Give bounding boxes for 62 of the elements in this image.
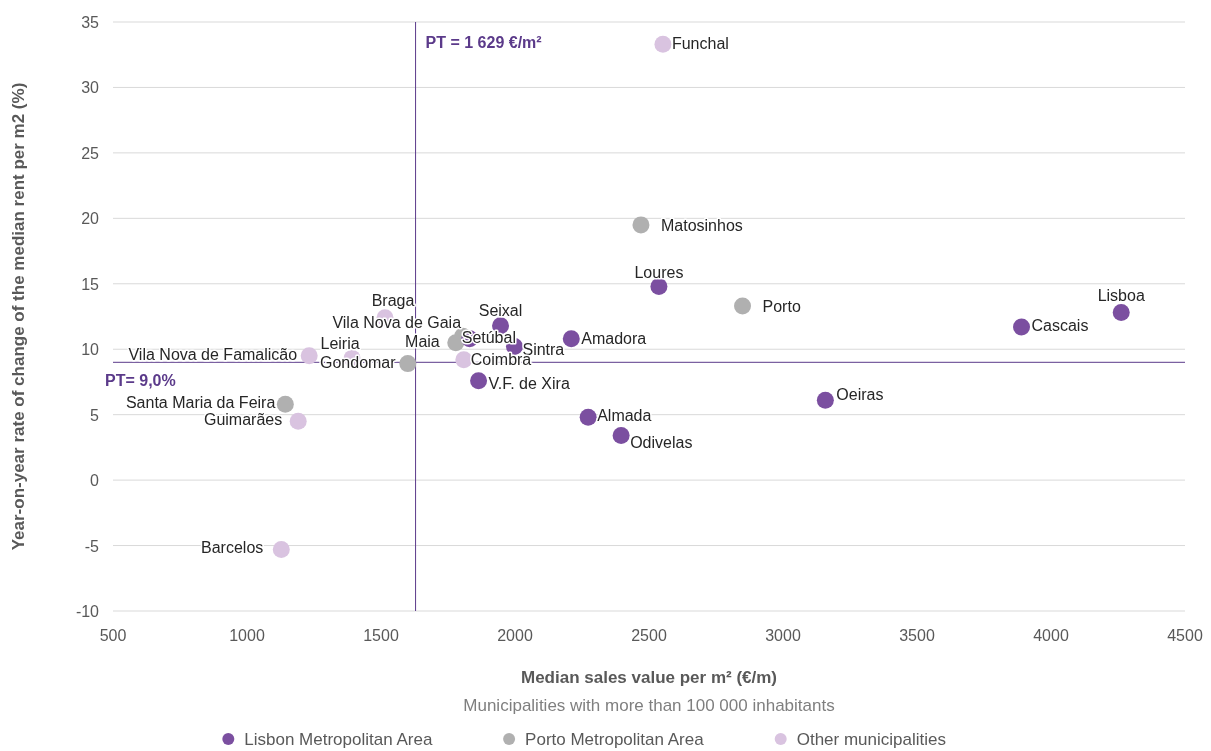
x-tick-label: 2500: [631, 627, 667, 644]
y-tick-label: 0: [90, 472, 100, 490]
x-tick-label: 1000: [229, 627, 265, 644]
annotation: Amadora: [581, 329, 647, 347]
point: [272, 540, 290, 558]
annotation: Braga: [371, 291, 415, 309]
y-tick-label: 25: [81, 144, 100, 162]
x-tick-label: 3000: [765, 627, 801, 644]
y-tick-label: 10: [81, 341, 100, 359]
point: [579, 408, 597, 426]
point: [399, 355, 417, 373]
x-tick-label: 4500: [1167, 627, 1203, 644]
annotation: Almada: [597, 407, 652, 425]
annotation: Cascais: [1031, 316, 1089, 334]
y-tick-label: -10: [75, 603, 100, 620]
point: [612, 427, 630, 445]
annotation: Guimarães: [203, 411, 283, 429]
annotation: Oeiras: [836, 386, 884, 404]
y-axis-title: Year-on-year rate of change of the median rent per m2 (%): [9, 82, 28, 551]
x-tick-label: 2000: [497, 627, 533, 644]
annotation: Lisboa: [1097, 286, 1145, 304]
annotation: Loures: [634, 264, 684, 282]
annotation: Santa Maria da Feira: [125, 394, 276, 412]
point: [654, 35, 672, 53]
y-tick-label: 15: [81, 275, 100, 293]
annotation: Matosinhos: [660, 216, 743, 234]
annotation: Porto: [762, 298, 801, 316]
annotation: Barcelos: [201, 539, 264, 557]
x-axis-title: Median sales value per m² (€/m): [520, 668, 778, 687]
x-tick-label: 4000: [1033, 627, 1069, 644]
annotation: Odivelas: [630, 433, 693, 451]
point: [562, 330, 580, 348]
legend-label: Lisbon Metropolitan Area: [244, 730, 433, 749]
y-tick-label: 35: [81, 14, 100, 31]
point: [455, 351, 473, 369]
annotation: V.F. de Xira: [488, 374, 570, 392]
point: [1112, 304, 1130, 322]
point: [650, 277, 668, 295]
y-tick-label: 30: [81, 79, 100, 97]
point: [1013, 318, 1031, 336]
annotation: Leiria: [320, 335, 360, 353]
legend-label: Porto Metropolitan Area: [525, 730, 705, 749]
y-tick-label: 20: [81, 210, 100, 228]
y-tick-label: -5: [84, 537, 100, 555]
point: [300, 347, 318, 365]
x-tick-label: 3500: [899, 627, 935, 644]
point: [276, 395, 294, 413]
point: [632, 216, 650, 234]
y-tick-label: 5: [90, 406, 100, 424]
x-tick-label: 500: [99, 627, 127, 644]
text: Municipalities with more than 100 000 inhabitants: [463, 696, 835, 715]
point: [734, 297, 752, 315]
legend-label: Other municipalities: [796, 730, 946, 749]
annotation: Seixal: [478, 301, 523, 319]
point: [816, 391, 834, 409]
annotation: Funchal: [671, 35, 729, 53]
point: [470, 372, 488, 390]
annotation: Vila Nova de Famalicão: [128, 345, 298, 363]
ref-line-label: PT= 9,0%: [105, 372, 176, 390]
point: [289, 412, 307, 430]
x-tick-label: 1500: [363, 627, 399, 644]
ref-line-label: PT = 1 629 €/m²: [425, 34, 542, 51]
